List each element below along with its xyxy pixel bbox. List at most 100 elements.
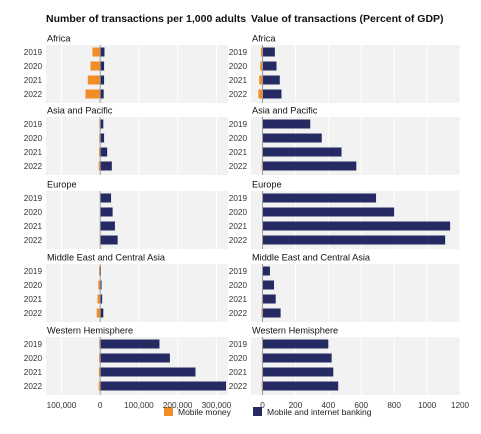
left-panel-1-bar-banking-2020 [100, 133, 105, 143]
right-panel-0-bar-banking-2019 [262, 47, 275, 57]
left-panel-1-bar-banking-2021 [100, 147, 108, 157]
right-panel-1-bar-banking-2020 [262, 133, 322, 143]
left-panel-3-year-label: 2020 [24, 281, 43, 290]
left-panel-0-bar-banking-2021 [100, 75, 105, 85]
right-panel-3-year-label: 2020 [229, 281, 248, 290]
right-panel-0-year-label: 2019 [229, 48, 248, 57]
left-panel-3-bar-banking-2022 [100, 308, 104, 318]
left-panel-1-year-label: 2019 [24, 120, 43, 129]
right-panel-0-bar-mobile-money-2021 [259, 75, 263, 85]
left-panel-4-year-label: 2019 [24, 340, 43, 349]
left-panel-4: Western Hemisphere 2019 2020 2021 2022 [24, 326, 228, 395]
right-panel-0-year-label: 2022 [229, 90, 248, 99]
left-panel-1-year-label: 2021 [24, 148, 43, 157]
right-panel-3-bar-banking-2020 [262, 280, 275, 290]
left-panel-0-bar-mobile-money-2022 [85, 89, 101, 99]
left-panel-3-bar-mobile-money-2022 [96, 308, 101, 318]
right-panel-0-bar-mobile-money-2022 [258, 89, 263, 99]
right-panel-3-year-label: 2019 [229, 267, 248, 276]
right-panel-2: Europe 2019 2020 2021 2022 [229, 180, 461, 249]
left-panel-0-region-label: Africa [47, 34, 71, 44]
right-panel-1-region-label: Asia and Pacific [252, 106, 318, 116]
left-panel-0-background [46, 45, 228, 103]
left-panel-2-background [46, 191, 228, 249]
left-panel-0-bar-mobile-money-2019 [92, 47, 101, 57]
right-panel-4-bar-banking-2019 [262, 339, 329, 349]
right-panel-2-bar-banking-2019 [262, 193, 377, 203]
left-panel-3-year-label: 2022 [24, 309, 43, 318]
left-panel-0-bar-banking-2019 [100, 47, 105, 57]
left-panel-4-bar-banking-2022 [100, 381, 227, 391]
right-panel-1-bar-banking-2019 [262, 119, 311, 129]
left-panel-1-region-label: Asia and Pacific [47, 106, 113, 116]
left-panel-3-region-label: Middle East and Central Asia [47, 253, 166, 263]
legend-swatch-banking [253, 407, 262, 416]
right-panel-2-bar-banking-2020 [262, 207, 395, 217]
left-panel-3-bar-mobile-money-2019 [99, 266, 101, 276]
right-panel-2-year-label: 2020 [229, 208, 248, 217]
left-panel-4-bar-banking-2021 [100, 367, 196, 377]
left-panel-2-region-label: Europe [47, 180, 77, 190]
left-panel-3-bar-mobile-money-2020 [98, 280, 101, 290]
left-panel-0-year-label: 2020 [24, 62, 43, 71]
right-panel-1-year-label: 2020 [229, 134, 248, 143]
right-panel-0: Africa 2019 2020 2021 2022 [229, 34, 461, 103]
left-panel-0-bar-mobile-money-2020 [90, 61, 101, 71]
left-panel-0-year-label: 2019 [24, 48, 43, 57]
right-x-tick-label: 1200 [451, 401, 470, 410]
legend: Mobile money Mobile and internet banking [164, 407, 372, 417]
right-panel-3: Middle East and Central Asia 2019 2020 2021… [229, 253, 461, 322]
left-panel-2-year-label: 2021 [24, 222, 43, 231]
left-x-tick-label: 200,000 [163, 401, 193, 410]
right-panel-4-region-label: Western Hemisphere [252, 326, 338, 336]
left-panel-0-bar-banking-2022 [100, 89, 104, 99]
right-panel-3-background [251, 264, 460, 322]
left-panel-1: Asia and Pacific 2019 2020 2021 2022 [24, 106, 228, 175]
right-panel-2-year-label: 2022 [229, 236, 248, 245]
right-panel-0-year-label: 2021 [229, 76, 248, 85]
left-panel-4-bar-banking-2019 [100, 339, 160, 349]
charts-layer: Africa 2019 2020 2021 2022 Asia and Pacific 20… [24, 34, 470, 411]
left-panel-2-year-label: 2020 [24, 208, 43, 217]
left-panel-4-year-label: 2020 [24, 354, 43, 363]
left-panel-2-bar-banking-2020 [100, 207, 113, 217]
right-panel-2-region-label: Europe [252, 180, 282, 190]
right-panel-0-bar-banking-2021 [262, 75, 280, 85]
left-chart-title: Number of transactions per 1,000 adults [46, 13, 246, 25]
right-panel-1: Asia and Pacific 2019 2020 2021 2022 [229, 106, 461, 175]
left-x-tick-label: 100,000 [47, 401, 77, 410]
right-panel-3-year-label: 2021 [229, 295, 248, 304]
left-panel-0-bar-mobile-money-2021 [87, 75, 101, 85]
right-panel-1-bar-banking-2022 [262, 161, 357, 171]
right-panel-3-year-label: 2022 [229, 309, 248, 318]
right-panel-1-bar-banking-2021 [262, 147, 342, 157]
right-panel-4-year-label: 2020 [229, 354, 248, 363]
left-panel-4-bar-mobile-money-2022 [98, 381, 101, 391]
right-panel-0-bar-banking-2020 [262, 61, 277, 71]
left-panel-0-year-label: 2021 [24, 76, 43, 85]
left-panel-2-bar-banking-2022 [100, 235, 118, 245]
left-panel-2-year-label: 2022 [24, 236, 43, 245]
left-panel-3-year-label: 2019 [24, 267, 43, 276]
right-panel-3-bar-banking-2021 [262, 294, 276, 304]
left-panel-1-bar-banking-2019 [100, 119, 104, 129]
left-panel-3-bar-mobile-money-2021 [97, 294, 101, 304]
right-panel-3-bar-banking-2019 [262, 266, 270, 276]
legend-label-mobile-money: Mobile money [178, 407, 232, 417]
left-panel-1-bar-banking-2022 [100, 161, 112, 171]
left-panel-4-year-label: 2021 [24, 368, 43, 377]
left-panel-0: Africa 2019 2020 2021 2022 [24, 34, 228, 103]
left-panel-1-year-label: 2020 [24, 134, 43, 143]
right-panel-2-year-label: 2019 [229, 194, 248, 203]
right-panel-0-bar-mobile-money-2019 [260, 47, 263, 57]
left-panel-1-year-label: 2022 [24, 162, 43, 171]
right-panel-2-year-label: 2021 [229, 222, 248, 231]
left-panel-4-bar-mobile-money-2021 [98, 367, 101, 377]
left-panel-1-bar-mobile-money-2022 [98, 161, 101, 171]
left-x-tick-label: 0 [98, 401, 103, 410]
right-chart-title: Value of transactions (Percent of GDP) [251, 13, 444, 25]
right-panel-2-bar-banking-2022 [262, 235, 446, 245]
left-panel-3-bar-banking-2020 [100, 280, 102, 290]
right-panel-4-year-label: 2019 [229, 340, 248, 349]
